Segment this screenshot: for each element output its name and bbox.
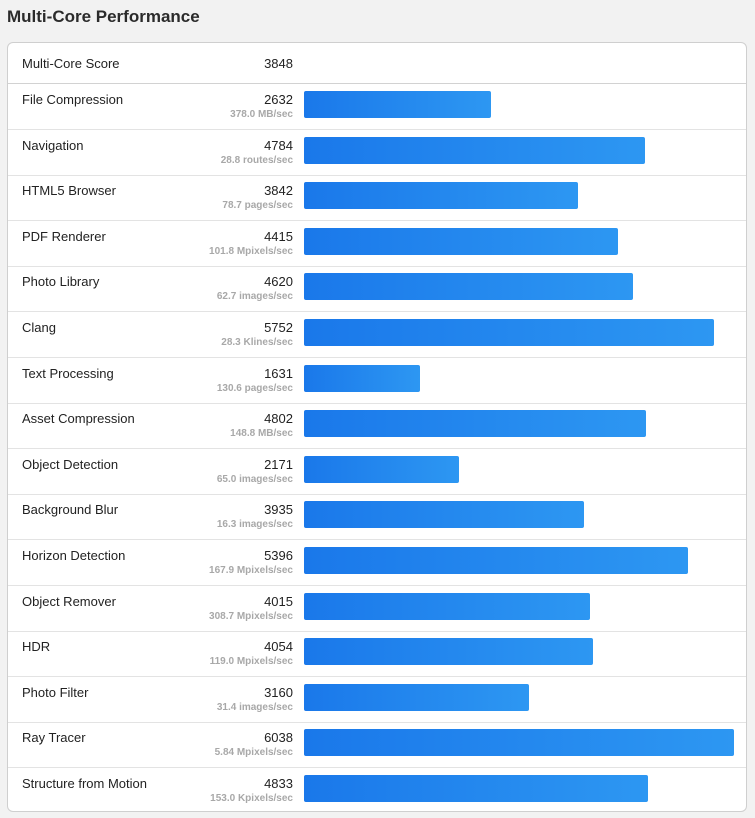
benchmark-rate: 28.3 Klines/sec <box>221 337 293 348</box>
benchmark-row: Text Processing 1631 130.6 pages/sec <box>8 358 746 404</box>
benchmark-rate: 31.4 images/sec <box>216 701 293 713</box>
score-bar <box>304 775 649 802</box>
benchmark-rate: 378.0 MB/sec <box>230 109 293 120</box>
benchmark-name: Photo Library <box>22 274 100 290</box>
benchmark-row: Structure from Motion 4833 153.0 Kpixels/s… <box>8 768 746 811</box>
score-bar <box>304 227 619 255</box>
benchmark-rate: 78.7 pages/sec <box>222 200 293 212</box>
benchmark-rate: 119.0 Mpixels/sec <box>209 656 293 668</box>
benchmark-rate: 148.8 MB/sec <box>230 428 293 440</box>
benchmark-score: 3842 <box>264 183 293 199</box>
score-bar <box>304 136 645 164</box>
benchmark-score: 2632 <box>264 92 293 107</box>
benchmark-rate: 130.6 pages/sec <box>216 382 293 394</box>
benchmark-score: 2171 <box>264 456 293 472</box>
benchmark-score: 6038 <box>264 730 293 746</box>
benchmark-rate: 101.8 Mpixels/sec <box>209 245 293 257</box>
benchmark-rate: 308.7 Mpixels/sec <box>209 610 293 622</box>
benchmark-row: Navigation 4784 28.8 routes/sec <box>8 130 746 176</box>
benchmark-rate: 62.7 images/sec <box>216 291 293 303</box>
benchmark-name: Object Detection <box>22 456 119 472</box>
benchmark-row: Object Detection 2171 65.0 images/sec <box>8 449 746 495</box>
score-bar <box>304 455 459 483</box>
benchmark-row: Ray Tracer 6038 5.84 Mpixels/sec <box>8 722 746 769</box>
score-bar <box>304 683 530 711</box>
benchmark-table: Multi-Core Score 3848 File Compression 26… <box>7 42 747 812</box>
score-bar <box>304 91 492 118</box>
overall-score-row: Multi-Core Score 3848 <box>8 43 746 84</box>
benchmark-score: 3160 <box>264 684 293 700</box>
benchmark-score: 4415 <box>264 228 293 244</box>
score-bar <box>304 729 734 757</box>
benchmark-score: 4620 <box>264 274 293 290</box>
benchmark-rate: 28.8 routes/sec <box>220 154 293 166</box>
benchmark-name: Ray Tracer <box>22 730 86 746</box>
benchmark-name: Navigation <box>22 137 84 153</box>
page-title: Multi-Core Performance <box>7 7 200 26</box>
overall-score-label: Multi-Core Score <box>22 56 120 71</box>
benchmark-name: HTML5 Browser <box>22 183 116 199</box>
benchmark-row: HDR 4054 119.0 Mpixels/sec <box>8 631 746 678</box>
benchmark-row: File Compression 2632 378.0 MB/sec <box>8 84 746 130</box>
benchmark-score: 4833 <box>264 776 293 791</box>
benchmark-name: Background Blur <box>22 502 119 518</box>
benchmark-name: Text Processing <box>22 365 114 381</box>
benchmark-name: HDR <box>22 639 51 655</box>
score-bar <box>304 364 421 392</box>
benchmark-rate: 5.84 Mpixels/sec <box>214 747 293 759</box>
benchmark-rate: 153.0 Kpixels/sec <box>210 793 293 804</box>
benchmark-row: Photo Library 4620 62.7 images/sec <box>8 266 746 313</box>
benchmark-rate: 65.0 images/sec <box>216 473 293 485</box>
score-bar <box>304 319 714 346</box>
benchmark-rate: 167.9 Mpixels/sec <box>209 565 293 576</box>
score-bar <box>304 547 689 574</box>
benchmark-row: Clang 5752 28.3 Klines/sec <box>8 312 746 358</box>
benchmark-score: 4784 <box>264 137 293 153</box>
benchmark-score: 4802 <box>264 411 293 427</box>
score-bar <box>304 501 585 529</box>
benchmark-row: PDF Renderer 4415 101.8 Mpixels/sec <box>8 221 746 267</box>
overall-score-value: 3848 <box>264 56 293 71</box>
benchmark-row: Asset Compression 4802 148.8 MB/sec <box>8 403 746 450</box>
benchmark-score: 5396 <box>264 548 293 563</box>
score-bar <box>304 410 646 438</box>
benchmark-score: 1631 <box>264 365 293 381</box>
benchmark-score: 5752 <box>264 320 293 335</box>
benchmark-name: Asset Compression <box>22 411 135 427</box>
benchmark-row: Horizon Detection 5396 167.9 Mpixels/sec <box>8 540 746 586</box>
score-bar <box>304 592 590 620</box>
score-bar <box>304 273 634 301</box>
benchmark-row: HTML5 Browser 3842 78.7 pages/sec <box>8 175 746 222</box>
benchmark-name: Photo Filter <box>22 684 89 700</box>
score-bar <box>304 638 593 666</box>
benchmark-row: Photo Filter 3160 31.4 images/sec <box>8 677 746 723</box>
score-bar <box>304 182 578 210</box>
benchmark-name: Structure from Motion <box>22 776 147 791</box>
benchmark-score: 4015 <box>264 593 293 609</box>
benchmark-name: Object Remover <box>22 593 116 609</box>
benchmark-name: PDF Renderer <box>22 228 106 244</box>
benchmark-name: Clang <box>22 320 56 335</box>
benchmark-name: File Compression <box>22 92 124 107</box>
benchmark-rate: 16.3 images/sec <box>216 519 293 531</box>
benchmark-score: 4054 <box>264 639 293 655</box>
benchmark-row: Background Blur 3935 16.3 images/sec <box>8 494 746 541</box>
benchmark-score: 3935 <box>264 502 293 518</box>
benchmark-name: Horizon Detection <box>22 548 126 563</box>
benchmark-row: Object Remover 4015 308.7 Mpixels/sec <box>8 586 746 632</box>
